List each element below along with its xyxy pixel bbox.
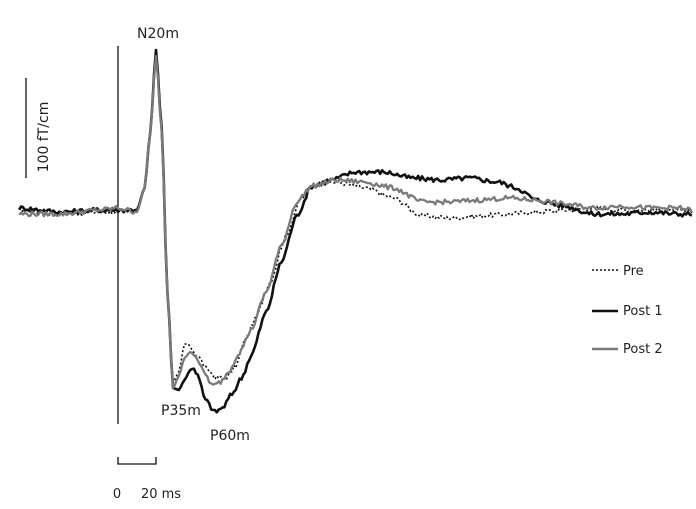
- peak-label-p35m: P35m: [161, 403, 201, 419]
- vertical-scale-label: 100 fT/cm: [36, 102, 52, 173]
- trace-post-2: [18, 54, 693, 390]
- legend: Pre Post 1 Post 2: [592, 264, 663, 357]
- peak-label-p60m: P60m: [210, 428, 250, 444]
- trace-post-1: [18, 48, 693, 414]
- trace-pre: [19, 55, 693, 383]
- horizontal-scale-bar: [117, 457, 157, 465]
- legend-label-post-1: Post 1: [623, 304, 663, 319]
- scale-end-label: 20 ms: [141, 487, 181, 502]
- peak-label-n20m: N20m: [137, 26, 179, 42]
- legend-label-pre: Pre: [623, 264, 644, 279]
- legend-label-post-2: Post 2: [623, 342, 663, 357]
- scale-start-label: 0: [113, 487, 121, 502]
- traces-group: [18, 48, 693, 414]
